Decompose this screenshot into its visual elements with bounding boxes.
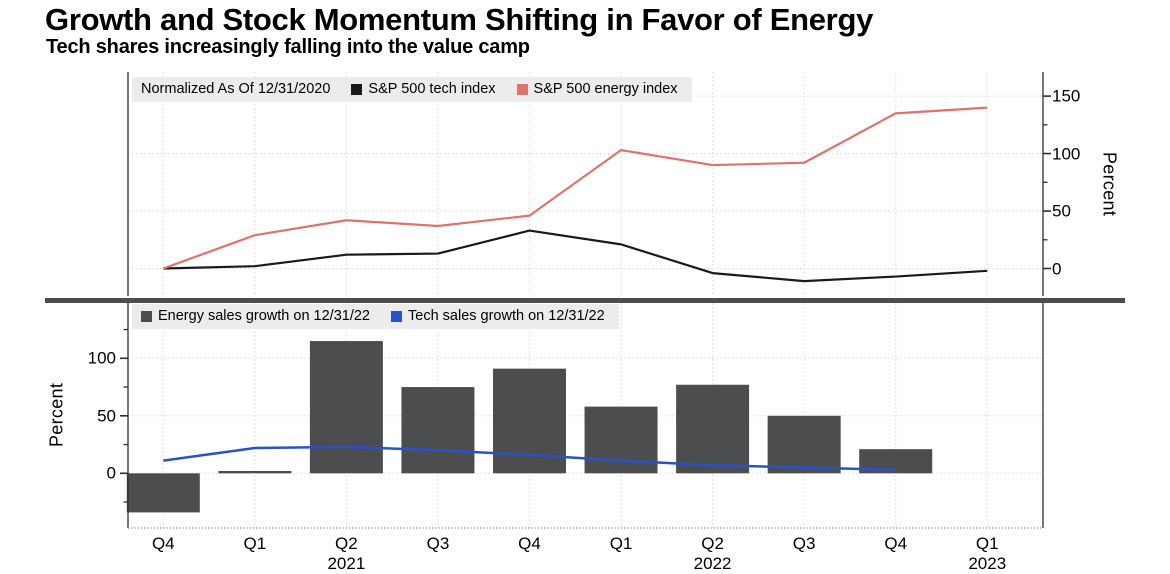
bar-q1-2021	[218, 471, 292, 474]
y-tick-label: 100	[87, 348, 116, 368]
x-tick-label: Q2	[335, 534, 358, 553]
x-tick-label: Q4	[151, 534, 175, 553]
legend-label-tech-index: S&P 500 tech index	[368, 81, 496, 97]
tech-index-swatch-icon	[351, 83, 363, 95]
y-tick-label: 100	[1052, 144, 1081, 164]
legend-item-energy-index: S&P 500 energy index	[516, 81, 678, 97]
top-legend: Normalized As Of 12/31/2020 S&P 500 tech…	[132, 77, 692, 102]
energy-index-swatch-icon	[516, 83, 528, 95]
x-tick-label: Q1	[975, 534, 999, 553]
y-tick-label: 0	[106, 463, 116, 483]
bottom-legend: Energy sales growth on 12/31/22 Tech sal…	[132, 304, 619, 329]
line-series-0	[163, 229, 988, 283]
legend-label-energy-index: S&P 500 energy index	[533, 81, 678, 97]
y-tick-label: 50	[1052, 201, 1071, 221]
x-year-label: 2023	[968, 554, 1007, 573]
legend-label-energy-sales: Energy sales growth on 12/31/22	[158, 308, 370, 324]
x-year-label: 2022	[693, 554, 732, 573]
x-tick-label: Q2	[701, 534, 724, 553]
energy-sales-swatch-icon	[141, 310, 152, 322]
legend-item-tech-index: S&P 500 tech index	[351, 81, 496, 97]
bar-q4-2020	[126, 473, 200, 513]
y-tick-label: 50	[97, 406, 116, 426]
chart-title: Growth and Stock Momentum Shifting in Fa…	[45, 2, 874, 37]
bar-q3-2021	[401, 387, 475, 474]
x-tick-label: Q3	[792, 534, 816, 553]
x-tick-label: Q3	[426, 534, 450, 553]
legend-note: Normalized As Of 12/31/2020	[141, 81, 331, 97]
tech-sales-swatch-icon	[391, 310, 402, 322]
y-tick-label: 0	[1052, 259, 1062, 278]
line-series-1	[163, 445, 896, 472]
x-year-label: 2021	[327, 554, 366, 573]
chart-subtitle: Tech shares increasingly falling into th…	[46, 36, 530, 58]
bar-q2-2021	[309, 341, 383, 474]
x-tick-label: Q1	[609, 534, 633, 553]
line-series-1	[162, 106, 988, 270]
bar-q1-2022	[584, 406, 658, 474]
top-panel-y-axis-label: Percent	[1099, 151, 1120, 217]
x-tick-label: Q4	[884, 534, 908, 553]
legend-item-tech-sales: Tech sales growth on 12/31/22	[391, 308, 605, 324]
y-tick-label: 150	[1052, 86, 1081, 106]
bar-q3-2022	[767, 415, 841, 474]
x-tick-label: Q1	[243, 534, 267, 553]
legend-item-energy-sales: Energy sales growth on 12/31/22	[141, 308, 370, 324]
panel-separator-line	[45, 298, 1125, 303]
x-tick-label: Q4	[518, 534, 541, 553]
legend-label-tech-sales: Tech sales growth on 12/31/22	[408, 308, 605, 324]
bar-q2-2022	[676, 384, 750, 474]
